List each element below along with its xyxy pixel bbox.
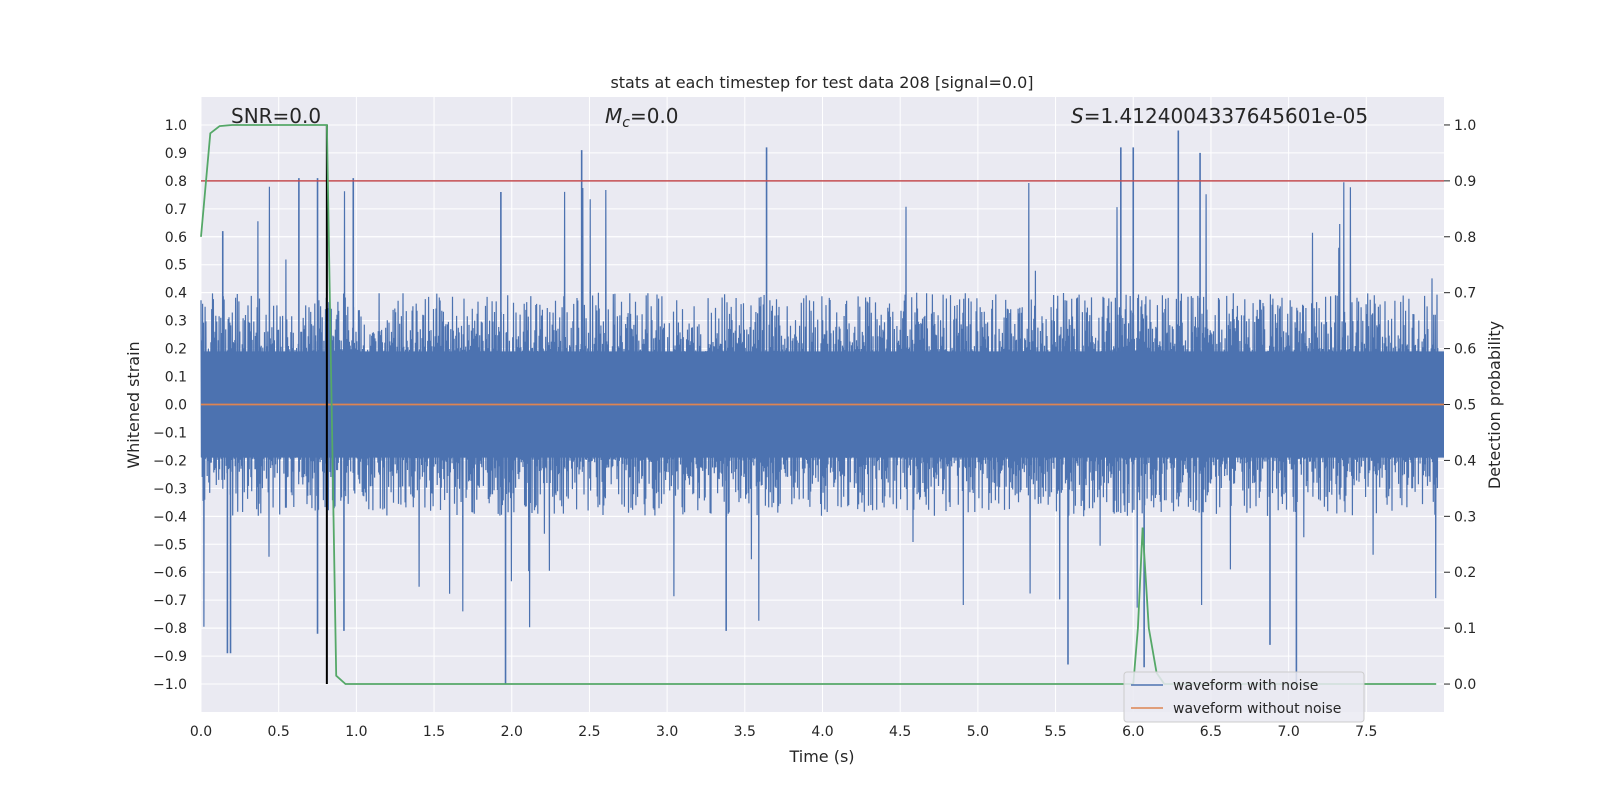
y-tick-label-left: −0.1 xyxy=(153,425,187,441)
mc-value: =0.0 xyxy=(630,104,679,128)
x-tick-label: 6.5 xyxy=(1200,724,1222,740)
y-tick-label-left: −0.8 xyxy=(153,621,187,637)
y-tick-label-left: 1.0 xyxy=(165,118,187,134)
ticks: 0.0 0.5 1.0 1.5 2.0 2.5 3.0 3.5 4.0 4.5 5.0 5.5 6.0 6… xyxy=(153,118,1476,740)
y-tick-label-left: −1.0 xyxy=(153,677,187,693)
y-axis-label-right: Detection probability xyxy=(1485,321,1504,489)
x-tick-label: 0.0 xyxy=(190,724,212,740)
x-tick-label: 0.5 xyxy=(268,724,290,740)
legend-box xyxy=(1123,671,1365,723)
y-tick-label-left: −0.9 xyxy=(153,649,187,665)
y-tick-label-left: −0.6 xyxy=(153,565,187,581)
x-tick-label: 3.0 xyxy=(656,724,678,740)
x-tick-label: 2.0 xyxy=(501,724,523,740)
legend: waveform with noise waveform without noi… xyxy=(1123,671,1365,723)
x-tick-label: 7.5 xyxy=(1355,724,1377,740)
y-tick-label-left: 0.8 xyxy=(165,174,187,190)
y-tick-label-right: 0.7 xyxy=(1454,286,1476,302)
y-tick-label-left: −0.3 xyxy=(153,481,187,497)
legend-label-clean: waveform without noise xyxy=(1173,701,1341,717)
x-tick-label: 3.5 xyxy=(734,724,756,740)
y-tick-label-right: 0.9 xyxy=(1454,174,1476,190)
legend-label-noise: waveform with noise xyxy=(1173,678,1318,694)
y-axis-label-left: Whitened strain xyxy=(124,341,143,468)
y-tick-label-right: 0.6 xyxy=(1454,342,1476,358)
y-tick-label-right: 0.4 xyxy=(1454,453,1476,469)
s-annotation: S=1.4124004337645601e-05 xyxy=(1071,104,1368,128)
y-tick-label-right: 0.1 xyxy=(1454,621,1476,637)
chart-title: stats at each timestep for test data 208… xyxy=(610,73,1033,92)
snr-annotation: SNR=0.0 xyxy=(231,104,321,128)
y-tick-label-right: 0.2 xyxy=(1454,565,1476,581)
y-tick-label-left: 0.5 xyxy=(165,258,187,274)
y-tick-label-left: 0.2 xyxy=(165,342,187,358)
mc-subscript: c xyxy=(622,115,630,131)
mc-symbol: M xyxy=(605,104,622,128)
x-tick-label: 6.0 xyxy=(1122,724,1144,740)
y-tick-label-left: 0.1 xyxy=(165,370,187,386)
y-tick-label-left: 0.7 xyxy=(165,202,187,218)
y-tick-label-right: 0.0 xyxy=(1454,677,1476,693)
y-tick-label-right: 0.3 xyxy=(1454,509,1476,525)
x-tick-label: 5.0 xyxy=(967,724,989,740)
x-tick-label: 4.5 xyxy=(889,724,911,740)
y-tick-label-left: −0.7 xyxy=(153,593,187,609)
y-tick-label-right: 0.5 xyxy=(1454,398,1476,414)
mc-annotation: Mc=0.0 xyxy=(605,104,679,131)
y-tick-label-left: 0.4 xyxy=(165,286,187,302)
x-tick-label: 5.5 xyxy=(1044,724,1066,740)
y-tick-label-left: −0.4 xyxy=(153,509,187,525)
s-value: =1.4124004337645601e-05 xyxy=(1084,104,1368,128)
y-tick-label-left: 0.9 xyxy=(165,146,187,162)
s-symbol: S xyxy=(1071,104,1084,128)
x-tick-label: 2.5 xyxy=(578,724,600,740)
y-tick-label-left: −0.2 xyxy=(153,453,187,469)
x-axis-label: Time (s) xyxy=(788,747,854,766)
y-tick-label-left: 0.0 xyxy=(165,398,187,414)
x-tick-label: 4.0 xyxy=(811,724,833,740)
y-tick-label-left: 0.3 xyxy=(165,314,187,330)
x-tick-label: 1.5 xyxy=(423,724,445,740)
x-tick-label: 7.0 xyxy=(1277,724,1299,740)
y-tick-label-left: 0.6 xyxy=(165,230,187,246)
x-tick-label: 1.0 xyxy=(345,724,367,740)
y-tick-label-right: 1.0 xyxy=(1454,118,1476,134)
y-tick-label-right: 0.8 xyxy=(1454,230,1476,246)
y-tick-label-left: −0.5 xyxy=(153,537,187,553)
